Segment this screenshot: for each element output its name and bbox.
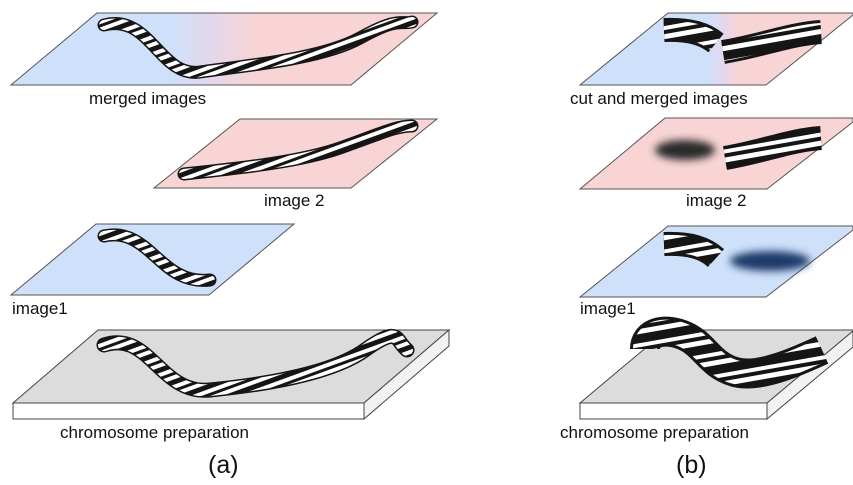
label-merged-b: cut and merged images (570, 89, 748, 108)
panel-b: cut and merged images image 2 image1 chr… (560, 12, 853, 479)
image1-plane-a (9, 223, 296, 296)
label-image1-a: image1 (12, 299, 68, 318)
label-preparation-b: chromosome preparation (560, 423, 749, 442)
preparation-slab-a (11, 328, 451, 421)
merged-plane-a (9, 12, 439, 86)
label-image2-b: image 2 (686, 191, 746, 210)
image2-plane-a (152, 118, 439, 189)
image1-plane-b (578, 225, 853, 298)
caption-b: (b) (676, 451, 707, 479)
label-image2-a: image 2 (264, 191, 324, 210)
blurred-region-image2-b (655, 140, 715, 160)
preparation-slab-b (578, 316, 853, 421)
label-image1-b: image1 (580, 299, 636, 318)
panel-a: merged images image 2 image1 chromosome … (9, 12, 451, 479)
merged-plane-b (578, 12, 853, 86)
image2-plane-b (578, 117, 853, 190)
blurred-region-image1-b (730, 251, 810, 271)
label-preparation-a: chromosome preparation (60, 423, 249, 442)
label-merged-a: merged images (89, 89, 206, 108)
caption-a: (a) (208, 451, 239, 479)
